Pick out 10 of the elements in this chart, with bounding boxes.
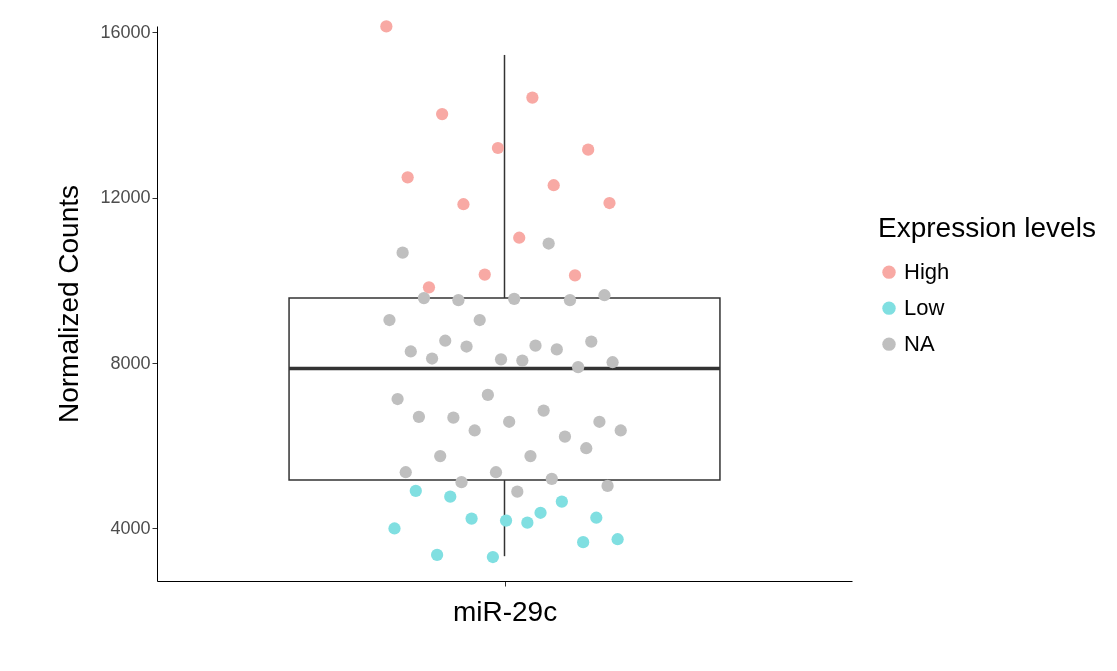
legend-title: Expression levels [878,212,1096,244]
y-axis-title: Normalized Counts [53,184,85,424]
y-tick-label: 16000 [100,21,151,42]
y-tick-label: 12000 [100,187,151,208]
x-tick-label: miR-29c [452,595,558,627]
legend-label: High [904,259,950,285]
y-tick-label: 8000 [110,352,151,373]
legend-label: Low [904,295,945,321]
legend-label: NA [904,331,935,357]
y-tick-label: 4000 [110,517,151,538]
